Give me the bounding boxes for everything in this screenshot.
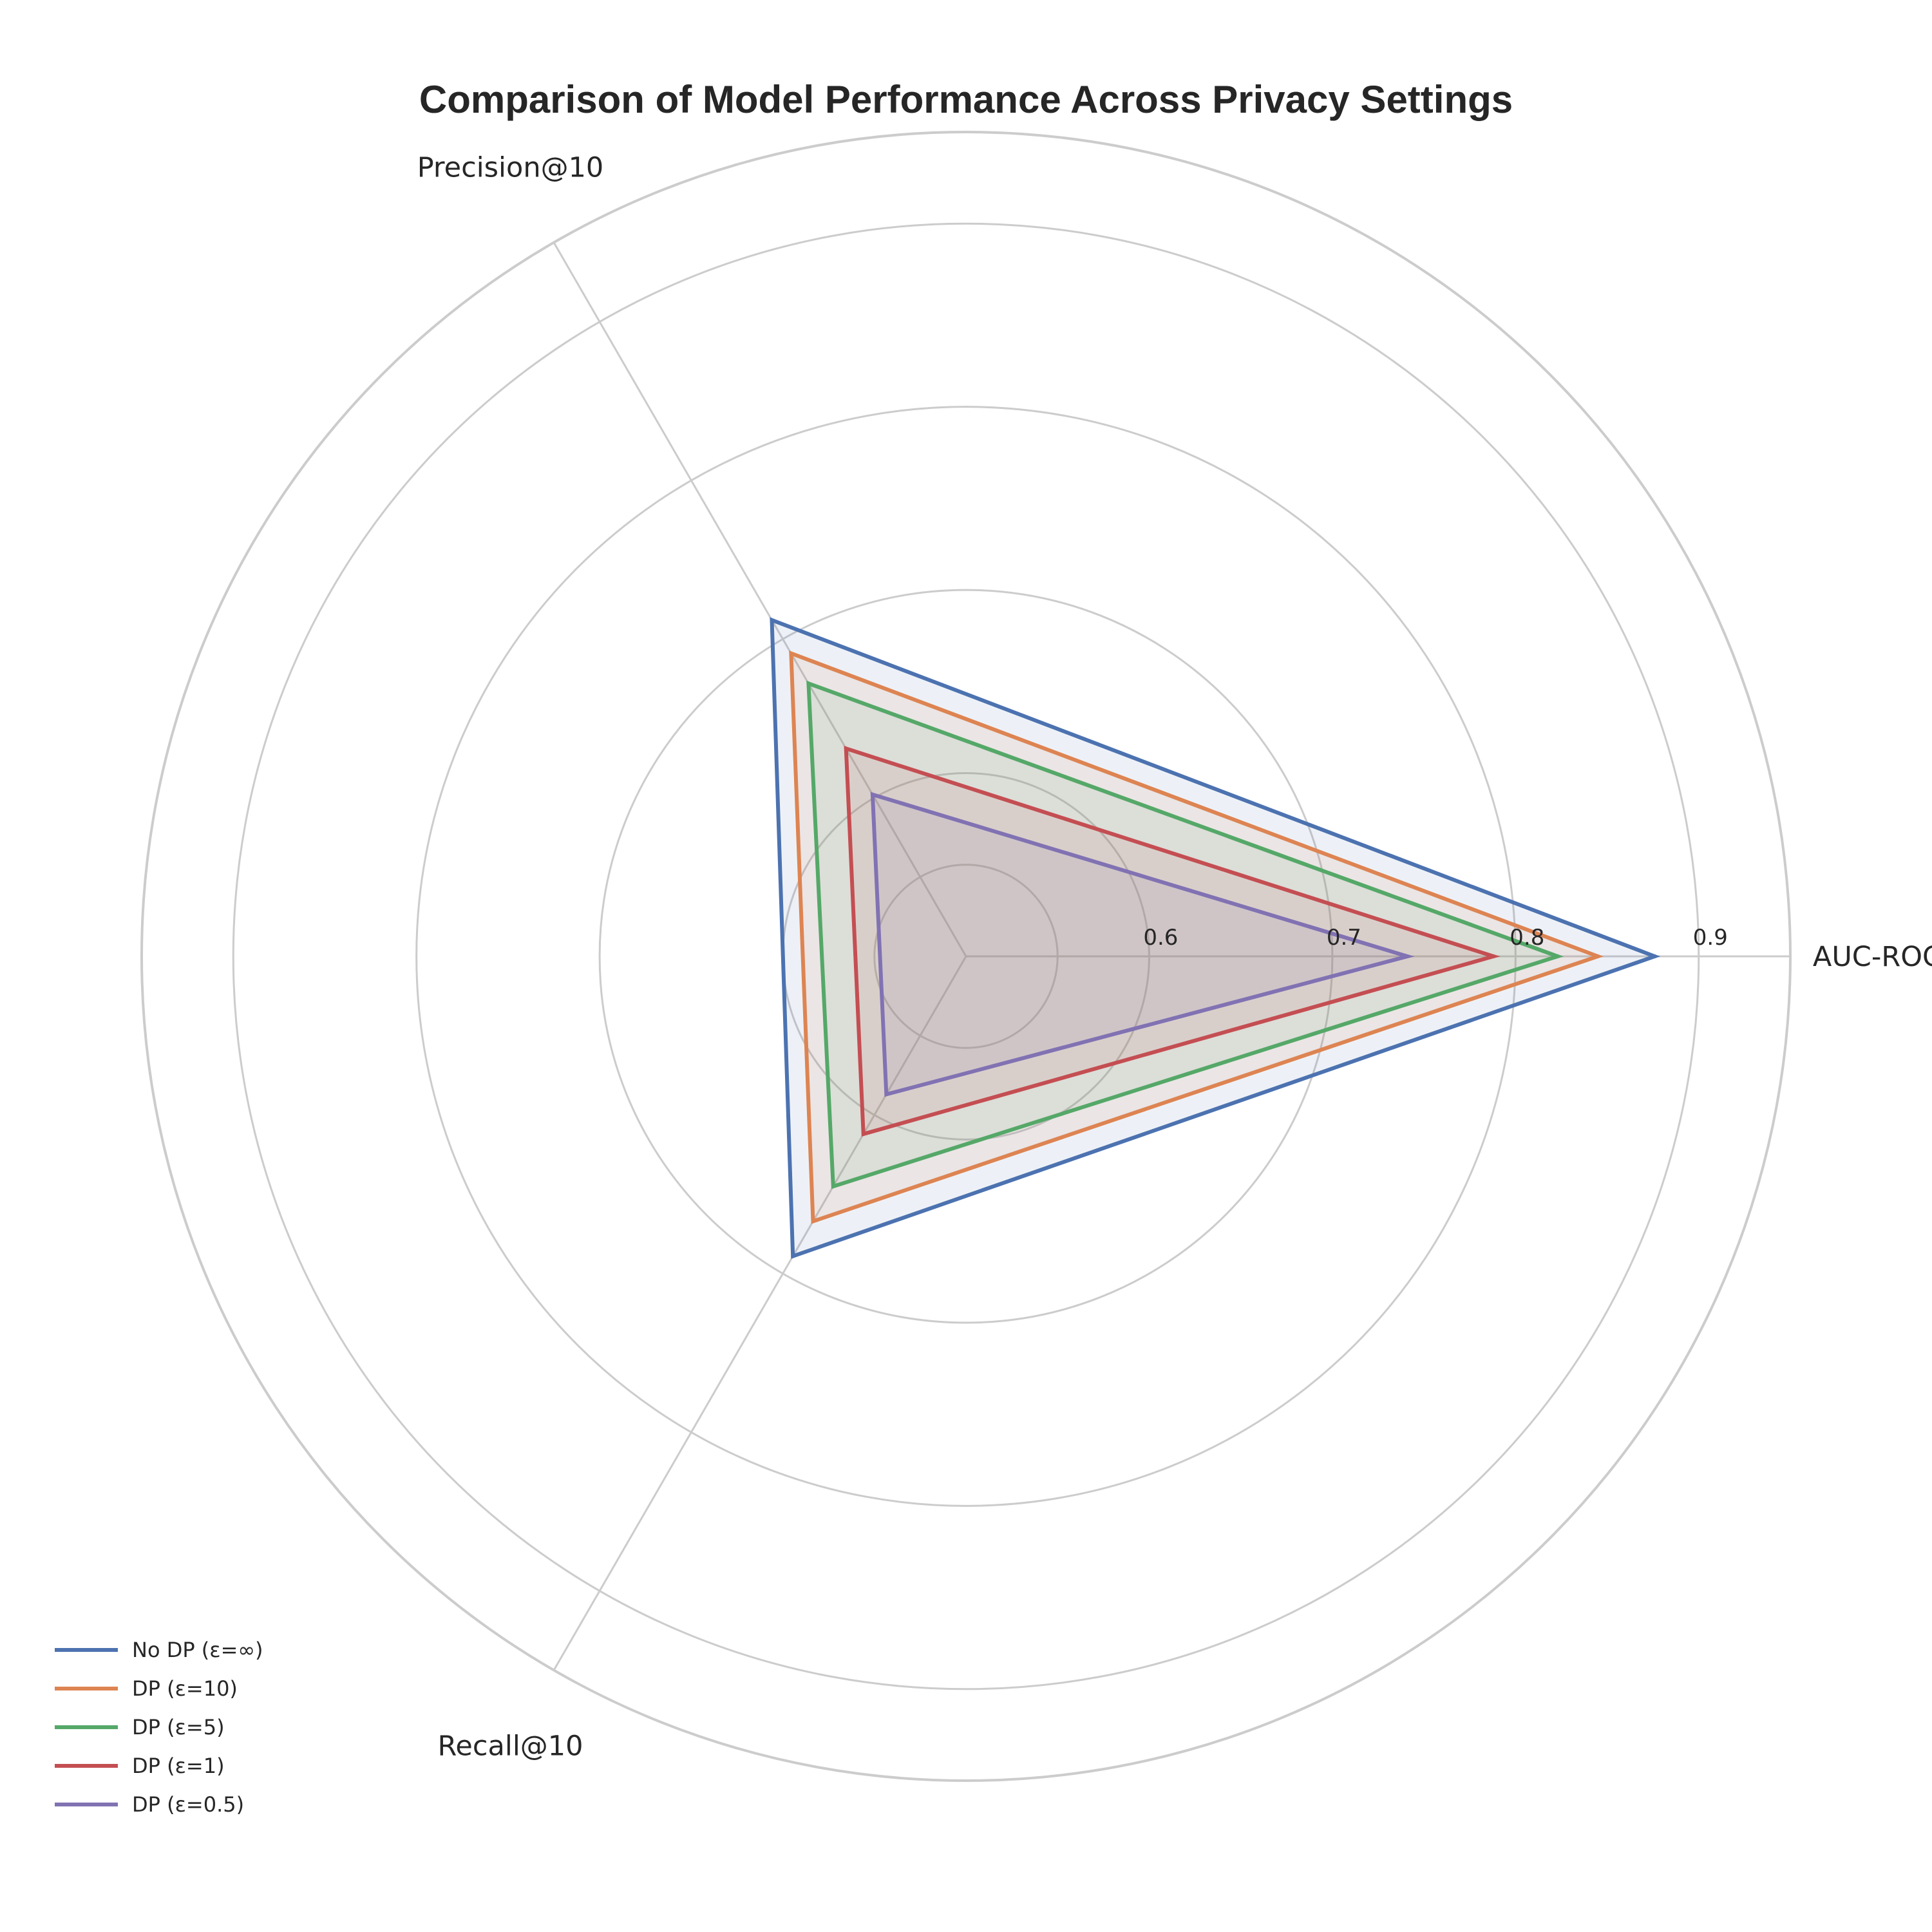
radial-tick-label: 0.9 (1693, 925, 1728, 951)
series-line (844, 746, 1501, 1137)
series-line (870, 791, 1415, 1097)
axis-label: AUC-ROC (1813, 941, 1932, 973)
series-fill (872, 794, 1408, 1095)
series-line (806, 680, 1564, 1189)
axis-labels: AUC-ROC Precision@10 Recall@10 (417, 152, 1932, 1763)
axis-label: Precision@10 (417, 152, 604, 184)
legend-label: DP (ε=1) (132, 1754, 225, 1778)
data-point (870, 792, 875, 797)
legend-label: DP (ε=10) (132, 1676, 238, 1701)
data-point (791, 1254, 795, 1258)
series-lines (770, 617, 1661, 1259)
data-point (1596, 954, 1600, 958)
legend-label: DP (ε=0.5) (132, 1792, 244, 1817)
data-point (1653, 954, 1657, 958)
data-point (831, 1184, 835, 1189)
legend: No DP (ε=∞) DP (ε=10) DP (ε=5) DP (ε=1) DP (… (55, 1638, 263, 1817)
legend-label: No DP (ε=∞) (132, 1638, 263, 1662)
axis-spoke (553, 956, 967, 1671)
data-point (844, 746, 848, 751)
radial-tick-labels: 0.6 0.7 0.8 0.9 (1143, 925, 1727, 951)
data-point (1555, 954, 1560, 958)
data-point (789, 651, 793, 656)
series-line (789, 650, 1604, 1224)
series-line (770, 617, 1661, 1259)
axis-label: Recall@10 (437, 1730, 583, 1762)
data-point (884, 1092, 889, 1097)
data-point (811, 1219, 815, 1224)
data-point (861, 1132, 866, 1136)
axis-spoke (553, 242, 967, 957)
data-point (1492, 954, 1496, 958)
radial-tick-label: 0.8 (1510, 925, 1544, 951)
data-point (770, 618, 774, 622)
radial-tick-label: 0.7 (1327, 925, 1361, 951)
series-fill (846, 748, 1494, 1134)
data-point (1405, 954, 1410, 958)
radar-grid (140, 131, 1792, 1782)
data-point (806, 681, 811, 686)
chart-title: Comparison of Model Performance Across P… (419, 78, 1513, 121)
series-fill (808, 683, 1558, 1187)
radial-tick-label: 0.6 (1143, 925, 1178, 951)
legend-label: DP (ε=5) (132, 1715, 225, 1739)
